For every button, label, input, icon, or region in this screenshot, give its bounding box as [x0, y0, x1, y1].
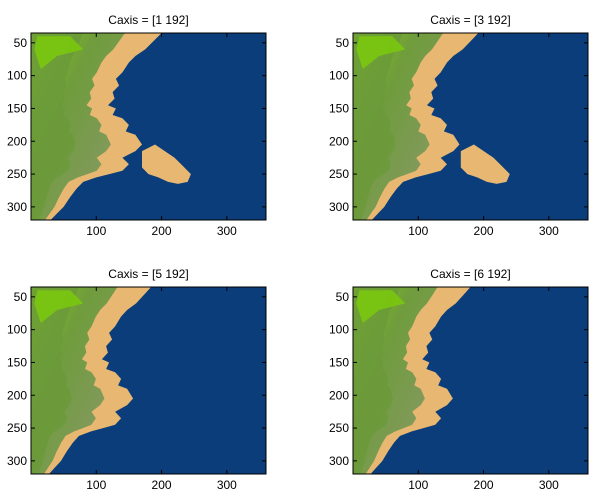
x-tick-label: 300 — [539, 224, 559, 238]
y-tick-label: 150 — [329, 355, 349, 369]
y-tick-label: 150 — [7, 355, 27, 369]
x-tick-label: 200 — [474, 478, 494, 492]
cape-region — [142, 144, 191, 184]
peak-region — [34, 290, 84, 324]
subplot-title: Caxis = [1 192] — [108, 13, 188, 27]
subplot-3: Caxis = [5 192] 100 200 300 50 100 150 200 250 30… — [7, 267, 267, 492]
y-tick-label: 50 — [336, 36, 350, 50]
x-tick-label: 300 — [539, 478, 559, 492]
highland-region — [353, 33, 404, 220]
y-tick-label: 300 — [329, 200, 349, 214]
axes-frame — [352, 32, 589, 221]
y-tick-label: 250 — [329, 167, 349, 181]
x-tick-label: 300 — [217, 224, 237, 238]
axes-frame — [30, 286, 267, 475]
y-tick-label: 100 — [7, 69, 27, 83]
subplot-4: Caxis = [6 192] 100 200 300 50 100 150 200 250 30… — [329, 267, 589, 492]
y-tick-label: 250 — [7, 421, 27, 435]
x-tick-label: 100 — [86, 478, 106, 492]
x-tick-label: 100 — [408, 478, 428, 492]
peak-region — [356, 290, 406, 324]
subplot-title: Caxis = [3 192] — [430, 13, 510, 27]
y-tick-label: 100 — [329, 69, 349, 83]
subplot-title: Caxis = [5 192] — [108, 267, 188, 281]
highland-region — [31, 33, 84, 220]
subplot-1: Caxis = [1 192] 100 200 300 50 100 150 200 250 30… — [7, 13, 267, 238]
subplot-title: Caxis = [6 192] — [430, 267, 510, 281]
y-tick-label: 50 — [14, 290, 28, 304]
x-tick-label: 100 — [86, 224, 106, 238]
subplot-2: Caxis = [3 192] 100 200 300 50 100 150 200 250 30… — [329, 13, 589, 238]
y-tick-label: 300 — [7, 200, 27, 214]
peak-region — [34, 36, 84, 70]
y-tick-label: 200 — [7, 134, 27, 148]
y-tick-label: 50 — [14, 36, 28, 50]
y-tick-label: 150 — [329, 101, 349, 115]
y-tick-label: 200 — [7, 388, 27, 402]
cape-region — [460, 144, 510, 184]
x-tick-label: 200 — [474, 224, 494, 238]
x-tick-label: 200 — [152, 478, 172, 492]
highland-region — [31, 287, 79, 474]
y-tick-label: 250 — [7, 167, 27, 181]
y-tick-label: 300 — [329, 454, 349, 468]
x-tick-label: 200 — [152, 224, 172, 238]
axes-frame — [30, 32, 267, 221]
axes-frame — [352, 286, 589, 475]
y-tick-label: 50 — [336, 290, 350, 304]
y-tick-label: 200 — [329, 134, 349, 148]
y-tick-label: 100 — [7, 323, 27, 337]
x-tick-label: 300 — [217, 478, 237, 492]
y-tick-label: 250 — [329, 421, 349, 435]
y-tick-label: 100 — [329, 323, 349, 337]
y-tick-label: 150 — [7, 101, 27, 115]
y-tick-label: 200 — [329, 388, 349, 402]
x-tick-label: 100 — [408, 224, 428, 238]
peak-region — [356, 36, 406, 70]
highland-region — [353, 287, 400, 474]
y-tick-label: 300 — [7, 454, 27, 468]
